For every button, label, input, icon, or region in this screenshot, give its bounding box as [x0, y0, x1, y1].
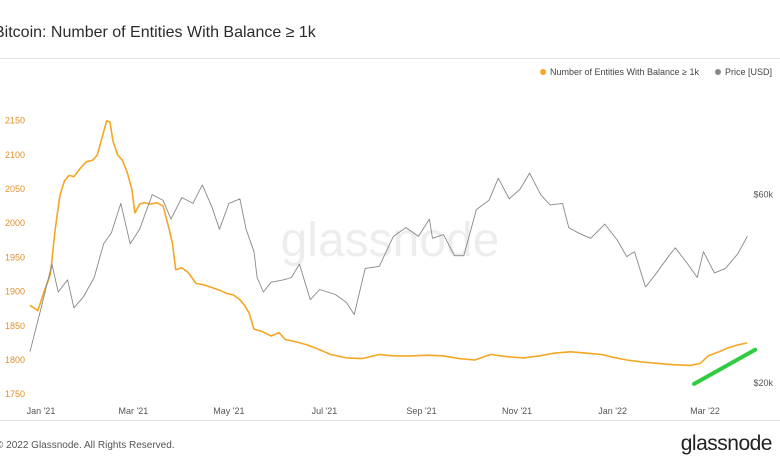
- x-tick-label: Sep '21: [406, 406, 436, 416]
- price-series-line: [29, 172, 748, 352]
- legend-entities[interactable]: Number of Entities With Balance ≥ 1k: [540, 67, 700, 77]
- y-left-tick-label: 1850: [5, 321, 25, 331]
- legend-price[interactable]: Price [USD]: [715, 67, 772, 77]
- footer-divider: [0, 420, 780, 421]
- y-left-tick-label: 1750: [5, 389, 25, 399]
- copyright-text: © 2022 Glassnode. All Rights Reserved.: [0, 440, 175, 451]
- legend-label: Number of Entities With Balance ≥ 1k: [550, 67, 700, 77]
- entities-series-line: [29, 119, 748, 367]
- legend-label: Price [USD]: [725, 67, 772, 77]
- header-divider: [0, 58, 780, 59]
- x-tick-label: Jan '22: [598, 406, 627, 416]
- x-tick-label: Jul '21: [312, 406, 338, 416]
- x-tick-label: Mar '22: [690, 406, 720, 416]
- y-left-tick-label: 1800: [5, 355, 25, 365]
- glassnode-logo: glassnode: [680, 432, 773, 455]
- legend-marker: [715, 69, 721, 75]
- x-tick-label: Mar '21: [118, 406, 148, 416]
- x-tick-label: Nov '21: [502, 406, 532, 416]
- chart-area: glassnode Number of Entities With Balanc…: [5, 67, 773, 416]
- legend-marker: [540, 69, 546, 75]
- y-right-tick-label: $60k: [753, 190, 773, 200]
- y-right-tick-label: $20k: [753, 378, 773, 388]
- y-left-tick-label: 2100: [5, 150, 25, 160]
- x-tick-label: May '21: [213, 406, 244, 416]
- y-left-tick-label: 2150: [5, 116, 25, 126]
- watermark: glassnode: [281, 214, 500, 267]
- trend-annotation-line: [692, 347, 758, 386]
- y-left-tick-label: 1950: [5, 252, 25, 262]
- y-left-tick-label: 2000: [5, 218, 25, 228]
- chart-title: Bitcoin: Number of Entities With Balance…: [0, 24, 316, 41]
- x-tick-label: Jan '21: [27, 406, 56, 416]
- y-left-tick-label: 1900: [5, 287, 25, 297]
- y-left-tick-label: 2050: [5, 184, 25, 194]
